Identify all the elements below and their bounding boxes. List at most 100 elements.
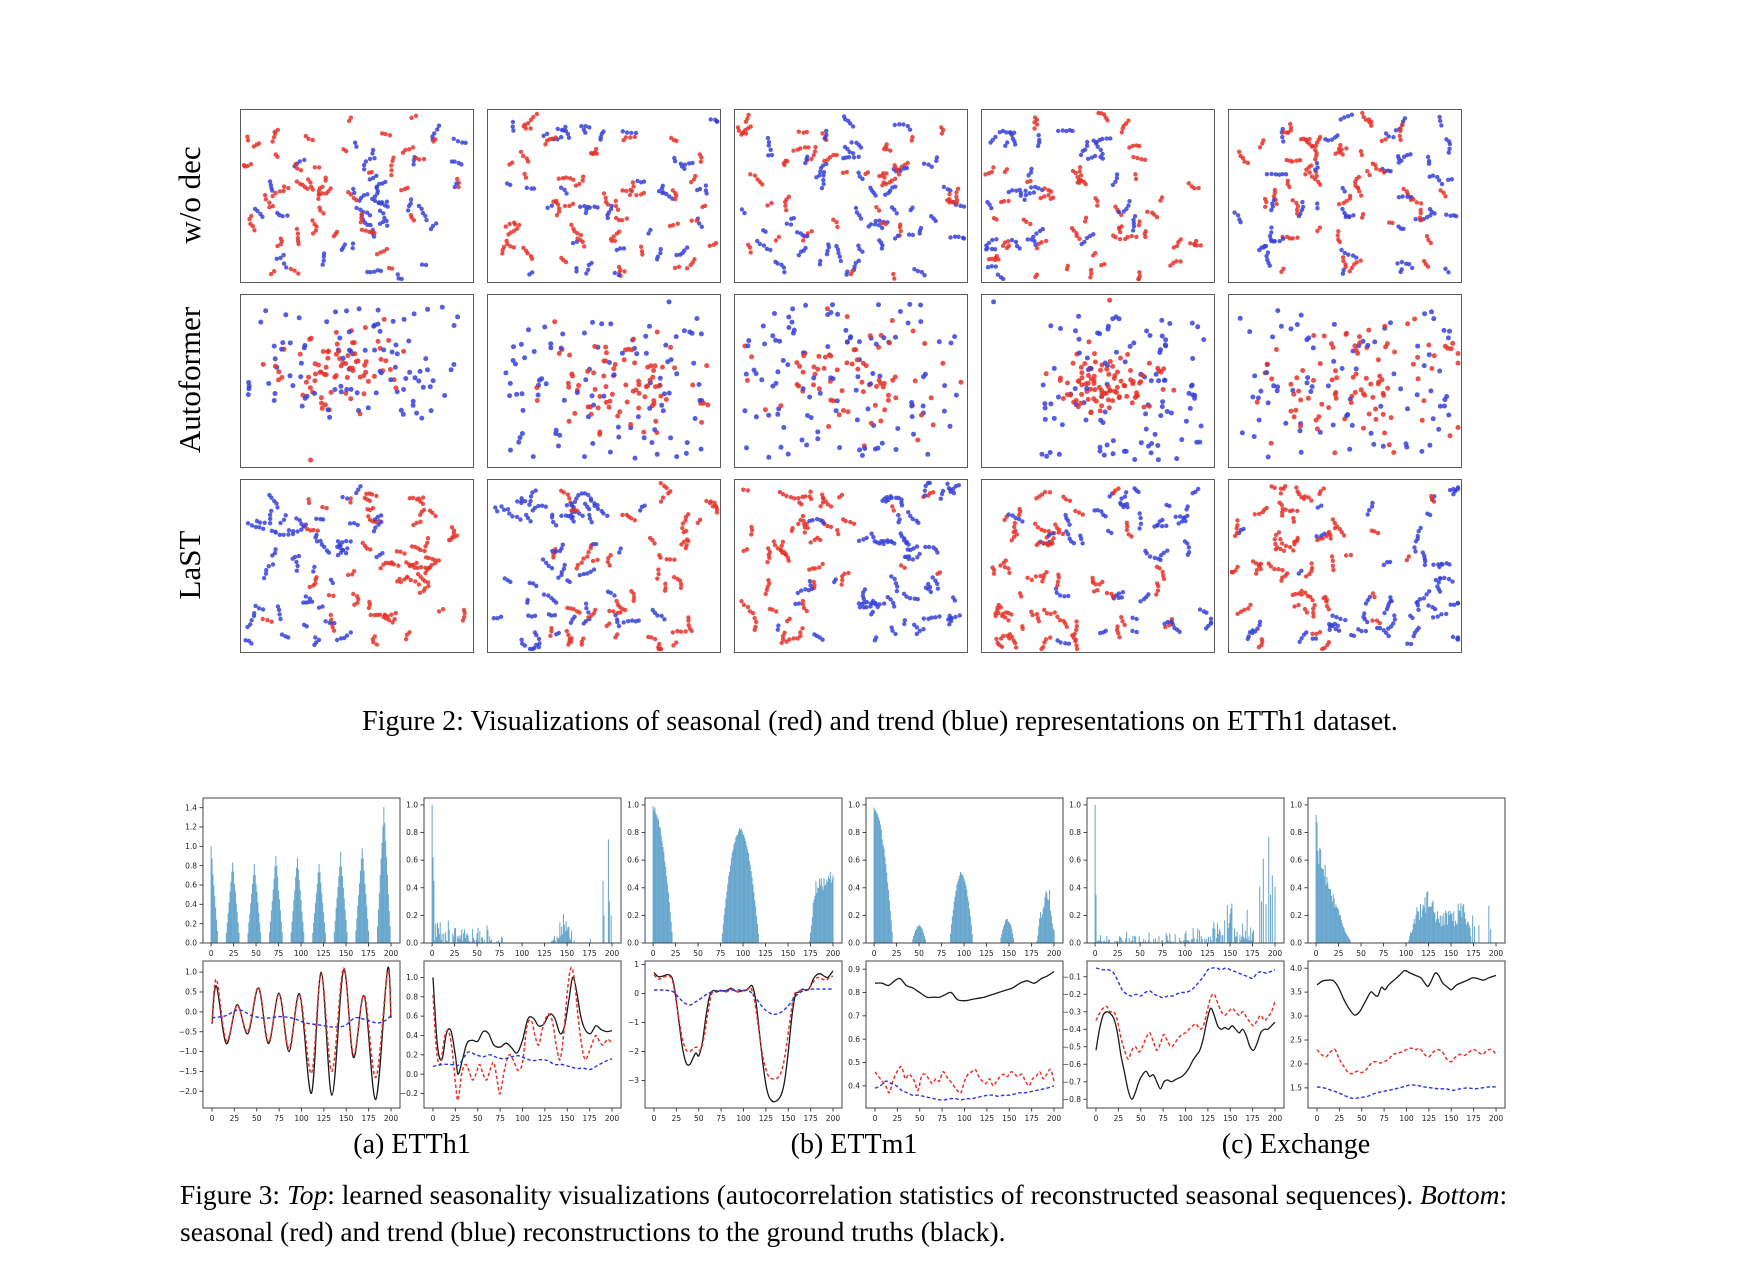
recon-chart-6-svg: 4.0 3.5 3.0 2.5 2.0 1.5 0 25 50 75 100 125 150 175 200 <box>1290 960 1506 1123</box>
y-tick-label: 1 <box>634 960 639 969</box>
axes: 0.0 0.2 0.4 0.6 0.8 1.0 0 25 50 75 100 125 150 175 200 <box>406 797 622 958</box>
x-tick-label: 25 <box>230 1114 240 1123</box>
x-tick-label: 0 <box>873 1114 878 1123</box>
x-tick-label: 0 <box>1314 949 1319 958</box>
caption-segment: Figure 3: <box>180 1179 287 1210</box>
y-tick-label: 3.0 <box>1290 1012 1302 1021</box>
y-tick-label: 0.2 <box>406 1050 418 1059</box>
x-tick-label: 25 <box>1114 1114 1124 1123</box>
x-tick-label: 125 <box>759 1114 774 1123</box>
truth-line <box>1316 969 1497 1016</box>
x-tick-label: 150 <box>781 949 796 958</box>
bars <box>873 807 1055 943</box>
scatter-points <box>491 481 720 652</box>
x-tick-label: 25 <box>229 949 239 958</box>
scatter-points <box>1237 308 1461 460</box>
y-tick-label: 1.0 <box>185 842 197 851</box>
x-tick-label: 50 <box>1357 1114 1367 1123</box>
x-tick-label: 100 <box>957 1114 972 1123</box>
x-tick-label: 100 <box>1178 949 1193 958</box>
trend-line <box>1316 1084 1497 1100</box>
x-tick-label: 175 <box>1245 1114 1260 1123</box>
scatter-canvas <box>245 304 461 463</box>
x-tick-label: 50 <box>252 1114 262 1123</box>
scatter-canvas <box>500 111 720 278</box>
recon-chart-1: 1.0 0.5 0.0 −0.5 −1.0 −1.5 −2.0 0 25 50 75 100 125 15… <box>171 956 406 1130</box>
y-tick-label: 0.2 <box>406 911 418 920</box>
acf-chart-1: 0.0 0.2 0.4 0.6 0.8 1.0 1.2 1.4 0 25 50 75 100 125 150… <box>171 793 406 965</box>
y-tick-label: 0.8 <box>627 828 639 837</box>
subcaption-ettm1: (b) ETTm1 <box>790 1129 918 1160</box>
scatter-points <box>735 112 967 281</box>
scatter-panel-r2c4 <box>1228 479 1462 653</box>
x-tick-label: 75 <box>1158 1114 1168 1123</box>
y-tick-label: 0.0 <box>627 939 639 948</box>
axes: 0.0 0.2 0.4 0.6 0.8 1.0 0 25 50 75 100 125 150 175 200 <box>848 797 1064 958</box>
x-tick-label: 175 <box>1245 949 1260 958</box>
x-tick-label: 175 <box>803 1114 818 1123</box>
x-tick-label: 0 <box>651 949 656 958</box>
x-tick-label: 175 <box>1024 949 1039 958</box>
truth-line <box>874 970 1055 1002</box>
seasonal-line <box>1316 1047 1497 1075</box>
x-tick-label: 150 <box>1444 949 1459 958</box>
x-tick-label: 150 <box>1002 1114 1017 1123</box>
x-tick-label: 125 <box>537 949 552 958</box>
y-tick-label: 0.4 <box>406 883 418 892</box>
acf-chart-5-svg: 0.0 0.2 0.4 0.6 0.8 1.0 0 25 50 75 100 125 150 175 200 <box>1069 797 1285 958</box>
x-tick-label: 75 <box>937 1114 947 1123</box>
scatter-points <box>742 301 964 460</box>
x-tick-label: 200 <box>1047 1114 1062 1123</box>
x-tick-label: 25 <box>451 1114 461 1123</box>
scatter-points <box>739 480 962 646</box>
axes: 4.0 3.5 3.0 2.5 2.0 1.5 0 25 50 75 100 125 150 175 200 <box>1290 960 1506 1123</box>
scatter-canvas <box>990 486 1214 652</box>
acf-chart-2-svg: 0.0 0.2 0.4 0.6 0.8 1.0 0 25 50 75 100 125 150 175 200 <box>406 797 622 958</box>
x-tick-label: 150 <box>1223 1114 1238 1123</box>
scatter-panel-r0c0 <box>240 109 474 283</box>
x-tick-label: 150 <box>1223 949 1238 958</box>
axes: 0.0 0.2 0.4 0.6 0.8 1.0 1.2 1.4 0 25 50 75 100 125 150… <box>185 797 401 958</box>
x-tick-label: 50 <box>1135 949 1145 958</box>
y-tick-label: 0.4 <box>185 900 197 909</box>
series-lines <box>874 970 1055 1101</box>
y-tick-label: 0.8 <box>1069 828 1081 837</box>
x-tick-label: 125 <box>1201 1114 1216 1123</box>
seasonal-line <box>432 966 613 1102</box>
recon-chart-3-svg: 1 0 −1 −2 −3 0 25 50 75 100 125 150 175 200 <box>628 960 843 1123</box>
trend-line <box>1095 967 1276 999</box>
x-tick-label: 50 <box>1356 949 1366 958</box>
scatter-panel-r1c2 <box>734 294 968 468</box>
y-tick-label: −1.5 <box>179 1067 197 1076</box>
y-tick-label: −0.3 <box>1063 1007 1081 1016</box>
y-tick-label: 0.0 <box>185 1007 197 1016</box>
x-tick-label: 100 <box>1399 1114 1414 1123</box>
scatter-canvas <box>243 484 467 648</box>
y-tick-label: 1.4 <box>185 803 197 812</box>
x-tick-label: 75 <box>495 949 505 958</box>
x-tick-label: 125 <box>1421 949 1436 958</box>
x-tick-label: 75 <box>495 1114 505 1123</box>
scatter-points <box>1232 110 1459 276</box>
y-tick-label: 0.2 <box>1069 911 1081 920</box>
x-tick-label: 125 <box>1422 1114 1437 1123</box>
x-tick-label: 50 <box>693 949 703 958</box>
x-tick-label: 175 <box>803 949 818 958</box>
y-tick-label: −0.4 <box>1063 1025 1081 1034</box>
scatter-panel-r0c1 <box>487 109 721 283</box>
recon-chart-2-svg: 1.0 0.8 0.6 0.4 0.2 0.0 −0.2 0 25 50 75 100 125 150 17… <box>400 960 622 1123</box>
y-tick-label: 0.5 <box>185 988 197 997</box>
acf-chart-2: 0.0 0.2 0.4 0.6 0.8 1.0 0 25 50 75 100 125 150 175 200 <box>392 793 627 965</box>
figure2-caption: Figure 2: Visualizations of seasonal (re… <box>362 706 1398 737</box>
y-tick-label: 0.8 <box>848 828 860 837</box>
x-tick-label: 25 <box>450 949 460 958</box>
scatter-canvas <box>742 301 964 460</box>
y-tick-label: 1.0 <box>1069 801 1081 810</box>
y-tick-label: 1.2 <box>185 823 197 832</box>
scatter-points <box>991 297 1207 463</box>
scatter-panel-r0c3 <box>981 109 1215 283</box>
x-tick-label: 200 <box>1489 1114 1504 1123</box>
recon-chart-2: 1.0 0.8 0.6 0.4 0.2 0.0 −0.2 0 25 50 75 100 125 150 17… <box>392 956 627 1130</box>
y-tick-label: 1.0 <box>848 801 860 810</box>
x-tick-label: 100 <box>1178 1114 1193 1123</box>
